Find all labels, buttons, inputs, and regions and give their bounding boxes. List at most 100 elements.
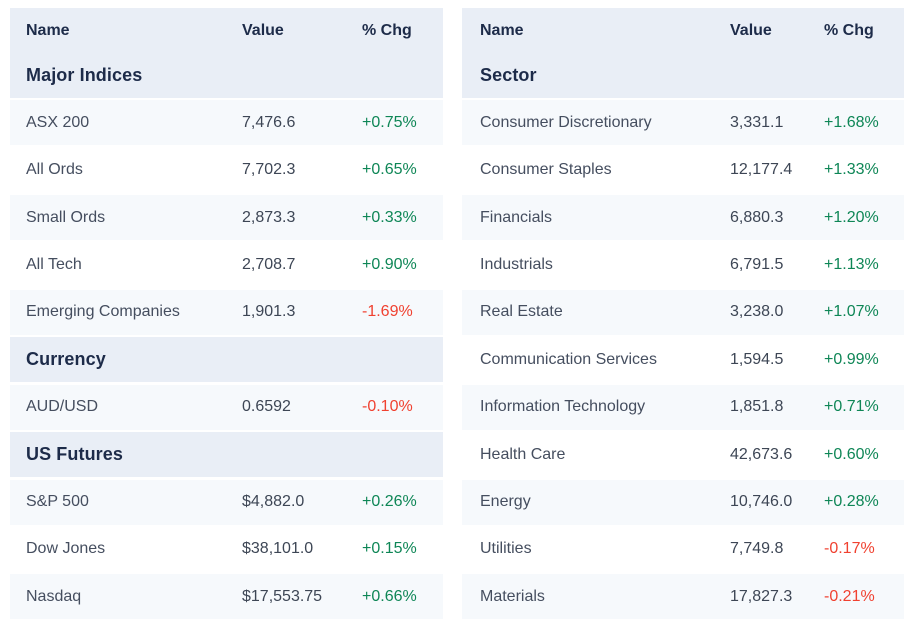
sector-summary-table: Name Value % Chg Sector Consumer Discret… — [462, 8, 904, 622]
section-header-row: US Futures — [10, 432, 443, 478]
row-name: Utilities — [480, 540, 532, 558]
row-change: -0.17% — [824, 540, 875, 558]
row-value: 3,238.0 — [730, 303, 784, 321]
markets-overview-page: Name Value % Chg Major Indices ASX 200 7… — [10, 8, 904, 622]
section-header-row: Sector — [462, 53, 904, 98]
row-value: 1,594.5 — [730, 350, 784, 368]
row-name: Health Care — [480, 445, 566, 463]
row-change: +1.68% — [824, 113, 879, 131]
row-value: 1,851.8 — [730, 398, 784, 416]
sector-summary-table-body: Sector Consumer Discretionary 3,331.1 +1… — [462, 53, 904, 620]
row-change: +0.75% — [362, 113, 417, 131]
row-change: -0.21% — [824, 587, 875, 605]
column-header-name: Name — [480, 21, 524, 39]
row-name: S&P 500 — [26, 493, 89, 511]
row-value: 17,827.3 — [730, 587, 793, 605]
market-summary-table-body: Major Indices ASX 200 7,476.6 +0.75% All… — [10, 53, 443, 620]
section-title: US Futures — [26, 444, 124, 465]
row-name: Consumer Staples — [480, 161, 612, 179]
row-value: 1,901.3 — [242, 303, 296, 321]
row-name: Nasdaq — [26, 587, 82, 605]
table-row: Financials 6,880.3 +1.20% — [462, 195, 904, 241]
row-change: +1.07% — [824, 303, 879, 321]
row-change: +0.99% — [824, 350, 879, 368]
row-name: Real Estate — [480, 303, 563, 321]
row-name: Financials — [480, 208, 553, 226]
row-change: -1.69% — [362, 303, 413, 321]
table-row: Emerging Companies 1,901.3 -1.69% — [10, 289, 443, 335]
row-change: +0.60% — [824, 445, 879, 463]
row-name: ASX 200 — [26, 113, 90, 131]
row-name: Energy — [480, 493, 531, 511]
row-name: Materials — [480, 587, 545, 605]
row-value: 0.6592 — [242, 398, 291, 416]
column-header-chg: % Chg — [824, 21, 874, 39]
row-value: 6,880.3 — [730, 208, 784, 226]
table-row: Nasdaq $17,553.75 +0.66% — [10, 574, 443, 620]
row-value: 12,177.4 — [730, 161, 793, 179]
row-name: All Ords — [26, 161, 83, 179]
column-header-chg: % Chg — [362, 21, 412, 39]
row-name: Industrials — [480, 256, 553, 274]
row-change: +0.26% — [362, 493, 417, 511]
table-row: Real Estate 3,238.0 +1.07% — [462, 289, 904, 335]
table-row: AUD/USD 0.6592 -0.10% — [10, 384, 443, 430]
row-value: 2,708.7 — [242, 256, 296, 274]
table-row: All Ords 7,702.3 +0.65% — [10, 147, 443, 193]
column-header-row: Name Value % Chg — [10, 8, 443, 53]
table-row: Consumer Discretionary 3,331.1 +1.68% — [462, 100, 904, 146]
section-header-row: Currency — [10, 337, 443, 383]
row-name: Dow Jones — [26, 540, 106, 558]
row-name: Small Ords — [26, 208, 106, 226]
row-name: Emerging Companies — [26, 303, 180, 321]
section-title: Sector — [480, 65, 537, 85]
row-value: 42,673.6 — [730, 445, 793, 463]
row-change: +0.15% — [362, 540, 417, 558]
table-row: Industrials 6,791.5 +1.13% — [462, 242, 904, 288]
row-change: -0.10% — [362, 398, 413, 416]
row-value: 6,791.5 — [730, 256, 784, 274]
table-row: S&P 500 $4,882.0 +0.26% — [10, 479, 443, 525]
table-row: All Tech 2,708.7 +0.90% — [10, 242, 443, 288]
row-name: AUD/USD — [26, 398, 99, 416]
column-header-name: Name — [26, 21, 70, 39]
table-row: Dow Jones $38,101.0 +0.15% — [10, 526, 443, 572]
row-value: 7,749.8 — [730, 540, 784, 558]
row-name: Consumer Discretionary — [480, 113, 652, 131]
row-value: 2,873.3 — [242, 208, 296, 226]
row-value: 7,702.3 — [242, 161, 296, 179]
table-row: Utilities 7,749.8 -0.17% — [462, 526, 904, 572]
row-change: +0.71% — [824, 398, 879, 416]
section-header-row: Major Indices — [10, 53, 443, 98]
table-row: Information Technology 1,851.8 +0.71% — [462, 384, 904, 430]
table-row: Consumer Staples 12,177.4 +1.33% — [462, 147, 904, 193]
row-value: 7,476.6 — [242, 113, 296, 131]
section-title: Currency — [26, 349, 106, 370]
row-name: Communication Services — [480, 350, 657, 368]
table-row: Communication Services 1,594.5 +0.99% — [462, 337, 904, 383]
table-row: Materials 17,827.3 -0.21% — [462, 574, 904, 620]
row-value: $4,882.0 — [242, 493, 305, 511]
row-change: +0.90% — [362, 256, 417, 274]
table-row: ASX 200 7,476.6 +0.75% — [10, 100, 443, 146]
row-value: $17,553.75 — [242, 587, 323, 605]
column-header-row: Name Value % Chg — [462, 8, 904, 53]
row-change: +1.20% — [824, 208, 879, 226]
row-name: All Tech — [26, 256, 82, 274]
table-row: Health Care 42,673.6 +0.60% — [462, 432, 904, 478]
section-title: Major Indices — [26, 65, 143, 85]
row-change: +0.65% — [362, 161, 417, 179]
table-row: Small Ords 2,873.3 +0.33% — [10, 195, 443, 241]
row-change: +1.13% — [824, 256, 879, 274]
row-value: 3,331.1 — [730, 113, 784, 131]
market-summary-table: Name Value % Chg Major Indices ASX 200 7… — [10, 8, 443, 622]
row-change: +1.33% — [824, 161, 879, 179]
row-change: +0.33% — [362, 208, 417, 226]
row-value: 10,746.0 — [730, 493, 793, 511]
row-name: Information Technology — [480, 398, 646, 416]
table-row: Energy 10,746.0 +0.28% — [462, 479, 904, 525]
row-change: +0.28% — [824, 493, 879, 511]
row-change: +0.66% — [362, 587, 417, 605]
row-value: $38,101.0 — [242, 540, 314, 558]
column-header-value: Value — [730, 21, 772, 39]
